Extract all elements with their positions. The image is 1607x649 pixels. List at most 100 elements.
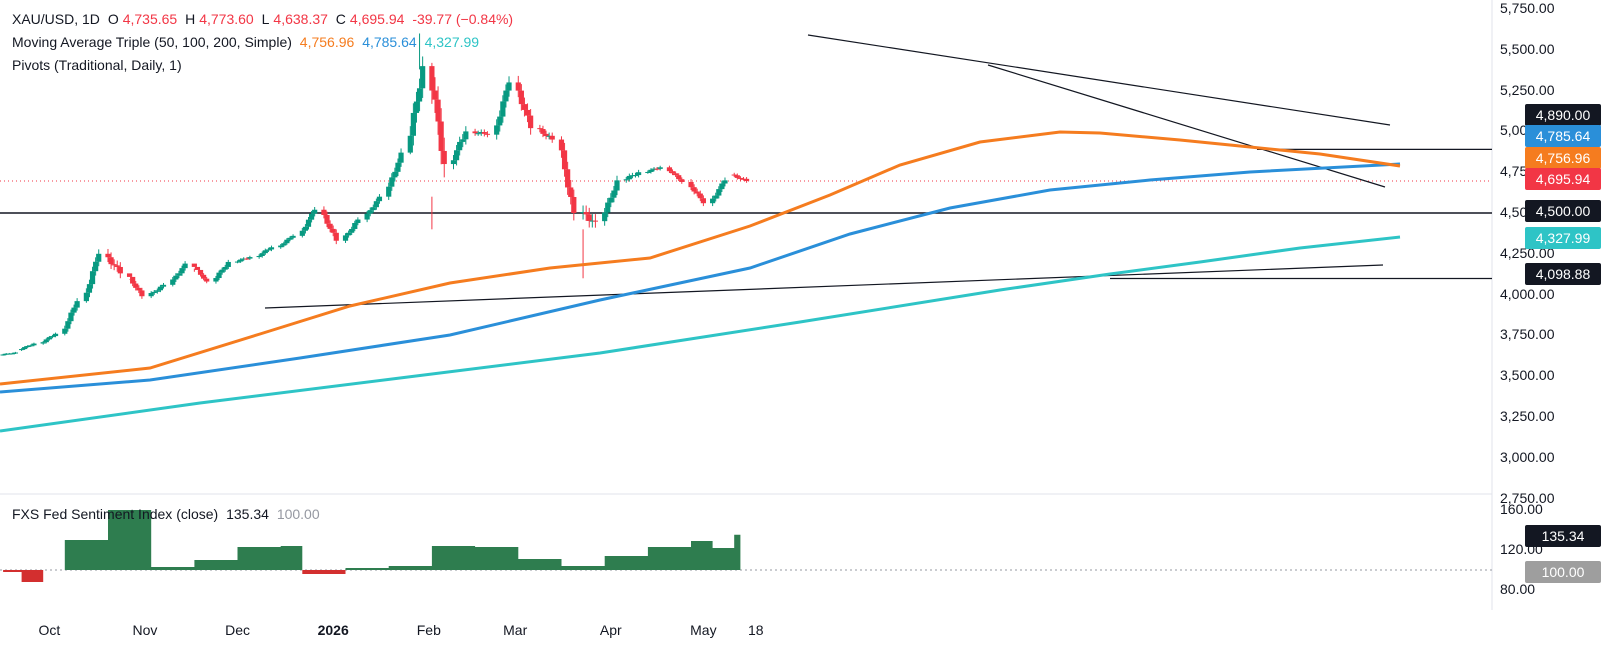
candle-body	[148, 292, 154, 297]
candle-body	[416, 88, 423, 102]
sentiment-baseline: 100.00	[276, 506, 320, 522]
candle-body	[605, 202, 611, 213]
candle-body	[238, 259, 244, 262]
candle-body	[716, 189, 722, 196]
candle-body	[28, 345, 34, 347]
candle-body	[290, 235, 296, 238]
candle-body	[262, 250, 268, 254]
price-tick-label: 5,750.00	[1500, 0, 1555, 16]
candle-body	[105, 253, 111, 258]
candles	[0, 33, 750, 356]
support-tag: 4,500.00	[1525, 200, 1601, 222]
candle-body	[435, 99, 441, 122]
candle-body	[93, 261, 99, 272]
candle-body	[561, 150, 568, 170]
candle-body	[197, 269, 204, 275]
candle-body	[719, 183, 725, 190]
candle-body	[111, 264, 117, 266]
candle-body	[330, 228, 336, 233]
candle-body	[68, 312, 74, 322]
time-tick-label: Oct	[38, 622, 61, 638]
candle-body	[654, 168, 660, 170]
sentiment-tick-label: 80.00	[1500, 581, 1536, 597]
ma100-tag: 4,785.64	[1525, 125, 1601, 147]
candle-body	[528, 115, 534, 129]
candle-body	[691, 187, 697, 192]
sentiment-value: 135.34	[226, 506, 269, 522]
candle-body	[160, 284, 167, 287]
candle-body	[268, 247, 275, 250]
candle-body	[219, 269, 225, 273]
candle-body	[259, 253, 265, 256]
candle-body	[694, 191, 700, 194]
candle-body	[201, 274, 207, 279]
sentiment-tick-label: 160.00	[1500, 501, 1543, 517]
candle-body	[62, 328, 68, 334]
candle-body	[697, 193, 703, 199]
candle-body	[170, 279, 176, 285]
candle-body	[126, 273, 133, 277]
moving-averages	[0, 130, 1401, 433]
candle-body	[234, 261, 241, 263]
candle-body	[176, 273, 182, 276]
candle-body	[460, 139, 466, 142]
candle-body	[395, 162, 401, 172]
candle-body	[392, 171, 398, 178]
candle-body	[373, 201, 379, 208]
trendlines	[0, 34, 1492, 309]
time-tick-label: Feb	[416, 622, 441, 638]
ma50-tag: 4,756.96	[1525, 147, 1601, 169]
candle-body	[133, 283, 139, 288]
candle-body	[376, 196, 383, 202]
candle-body	[25, 345, 31, 348]
sentiment-value-tag: 135.34	[1525, 525, 1601, 547]
candle-body	[648, 169, 654, 172]
candle-body	[731, 174, 737, 176]
candle-body	[740, 178, 747, 180]
candle-body	[589, 220, 595, 222]
candle-body	[635, 172, 642, 176]
candle-body	[151, 291, 157, 293]
resistance-tag: 4,890.00	[1525, 104, 1601, 126]
candle-body	[611, 190, 617, 198]
candle-body	[302, 226, 309, 231]
candle-body	[666, 167, 673, 172]
candle-body	[367, 210, 373, 214]
sentiment-baseline-tag: 100.00	[1525, 561, 1601, 583]
pivots-legend: Pivots (Traditional, Daily, 1)	[12, 56, 186, 74]
candle-body	[688, 181, 694, 188]
candle-body	[46, 337, 52, 340]
candle-body	[614, 180, 620, 191]
candle-body	[256, 255, 262, 258]
price-tick-label: 4,000.00	[1500, 285, 1555, 302]
candle-body	[722, 180, 728, 184]
candle-body	[130, 276, 136, 284]
candle-body	[543, 133, 549, 137]
candle-body	[500, 101, 506, 117]
candle-body	[370, 207, 376, 211]
price-tick-label: 5,250.00	[1500, 81, 1555, 98]
candle-body	[49, 336, 56, 338]
candle-body	[410, 112, 416, 136]
candle-body	[312, 209, 318, 214]
candle-body	[191, 263, 197, 267]
candle-body	[284, 239, 290, 244]
candle-body	[194, 266, 201, 270]
candle-body	[586, 214, 592, 221]
high-label: H	[185, 11, 196, 27]
candle-body	[74, 301, 80, 308]
candle-body	[676, 175, 682, 180]
candle-body	[673, 173, 679, 176]
candle-body	[651, 168, 657, 170]
candle-body	[743, 178, 750, 182]
candle-body	[6, 353, 12, 355]
candle-body	[43, 339, 49, 343]
candle-body	[355, 219, 361, 224]
candle-body	[389, 177, 395, 187]
price-tick-label: 3,750.00	[1500, 326, 1555, 343]
candle-body	[521, 104, 528, 110]
candle-body	[9, 353, 15, 355]
candle-body	[463, 131, 469, 140]
ma-label: Moving Average Triple (50, 100, 200, Sim…	[12, 34, 292, 50]
price-tick-label: 3,500.00	[1500, 367, 1555, 384]
